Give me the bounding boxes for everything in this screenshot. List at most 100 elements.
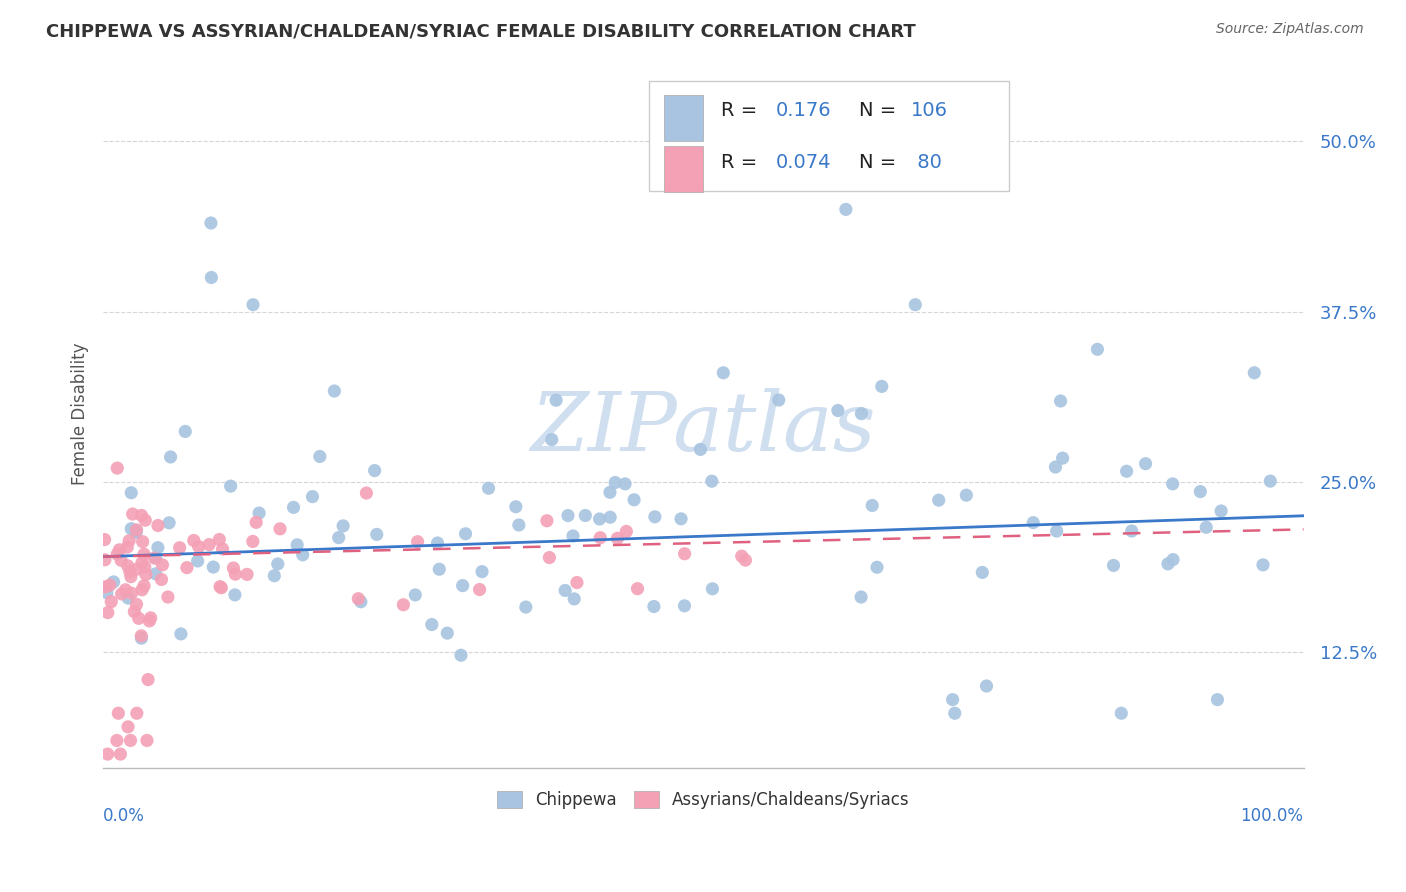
- Point: [623, 492, 645, 507]
- Point: [93, 533, 115, 547]
- Point: [131, 534, 153, 549]
- Point: [200, 270, 222, 285]
- Point: [125, 706, 148, 721]
- Point: [198, 538, 221, 552]
- Point: [538, 550, 561, 565]
- Point: [117, 720, 139, 734]
- Point: [156, 590, 179, 604]
- Point: [245, 516, 267, 530]
- Point: [110, 747, 132, 761]
- Point: [103, 574, 125, 589]
- Point: [118, 533, 141, 548]
- Text: R =: R =: [721, 101, 763, 120]
- Point: [105, 461, 128, 475]
- Point: [768, 392, 790, 407]
- Point: [169, 541, 191, 555]
- Point: [1087, 343, 1109, 357]
- Point: [606, 532, 628, 546]
- Point: [150, 573, 173, 587]
- Point: [97, 747, 120, 761]
- Point: [1052, 451, 1074, 466]
- Point: [404, 588, 426, 602]
- Point: [436, 626, 458, 640]
- Point: [1189, 484, 1212, 499]
- Point: [827, 403, 849, 417]
- Point: [426, 536, 449, 550]
- Text: 0.074: 0.074: [775, 153, 831, 172]
- Point: [1022, 516, 1045, 530]
- Point: [301, 490, 323, 504]
- Y-axis label: Female Disability: Female Disability: [72, 343, 89, 485]
- Point: [117, 591, 139, 606]
- Point: [332, 519, 354, 533]
- Point: [1161, 476, 1184, 491]
- Point: [263, 568, 285, 582]
- Text: 0.0%: 0.0%: [103, 806, 145, 824]
- Point: [125, 525, 148, 540]
- Point: [121, 507, 143, 521]
- Point: [734, 553, 756, 567]
- Point: [614, 524, 637, 539]
- Point: [1195, 520, 1218, 534]
- Point: [955, 488, 977, 502]
- Point: [308, 450, 330, 464]
- Point: [183, 533, 205, 548]
- Point: [1045, 460, 1067, 475]
- Point: [200, 216, 222, 230]
- Point: [689, 442, 711, 457]
- Point: [124, 605, 146, 619]
- Point: [942, 692, 965, 706]
- Point: [1157, 557, 1180, 571]
- Point: [450, 648, 472, 663]
- Point: [673, 547, 696, 561]
- Point: [972, 566, 994, 580]
- Point: [118, 565, 141, 579]
- Point: [711, 366, 734, 380]
- Point: [285, 538, 308, 552]
- Point: [131, 508, 153, 523]
- Point: [128, 611, 150, 625]
- Point: [1251, 558, 1274, 572]
- Point: [135, 567, 157, 582]
- FancyBboxPatch shape: [664, 146, 703, 193]
- Point: [120, 570, 142, 584]
- Point: [406, 534, 429, 549]
- Point: [120, 485, 142, 500]
- Text: 100.0%: 100.0%: [1240, 806, 1303, 824]
- Point: [673, 599, 696, 613]
- Point: [1046, 524, 1069, 538]
- Point: [700, 474, 723, 488]
- Point: [605, 475, 627, 490]
- Point: [132, 547, 155, 561]
- Point: [356, 486, 378, 500]
- Point: [138, 614, 160, 628]
- Point: [471, 565, 494, 579]
- Point: [114, 582, 136, 597]
- Point: [110, 553, 132, 567]
- Point: [599, 510, 621, 524]
- Point: [159, 450, 181, 464]
- Text: 0.176: 0.176: [775, 101, 831, 120]
- Point: [644, 509, 666, 524]
- Point: [1121, 524, 1143, 538]
- Point: [643, 599, 665, 614]
- Point: [111, 587, 134, 601]
- Point: [328, 531, 350, 545]
- Point: [468, 582, 491, 597]
- Legend: Chippewa, Assyrians/Chaldeans/Syriacs: Chippewa, Assyrians/Chaldeans/Syriacs: [491, 785, 917, 816]
- Point: [574, 508, 596, 523]
- Point: [224, 567, 246, 582]
- Point: [98, 578, 121, 592]
- Point: [515, 600, 537, 615]
- Point: [347, 591, 370, 606]
- Text: ZIPatlas: ZIPatlas: [530, 388, 876, 467]
- Point: [117, 558, 139, 573]
- Point: [209, 580, 232, 594]
- Point: [835, 202, 858, 217]
- Point: [94, 553, 117, 567]
- Point: [105, 733, 128, 747]
- Point: [187, 540, 209, 554]
- Point: [131, 556, 153, 570]
- Point: [536, 514, 558, 528]
- Point: [366, 527, 388, 541]
